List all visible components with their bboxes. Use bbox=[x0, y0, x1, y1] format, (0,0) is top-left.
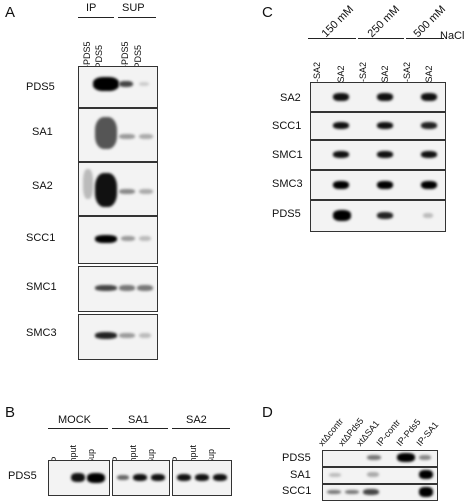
row-label-c-smc1: SMC1 bbox=[272, 149, 303, 161]
blot-c-pds5 bbox=[310, 200, 446, 232]
row-label-b-pds5: PDS5 bbox=[8, 470, 37, 482]
salt-line-150 bbox=[308, 38, 356, 39]
salt-line-500 bbox=[406, 38, 444, 39]
group-line-ip bbox=[78, 17, 114, 18]
blot-c-scc1 bbox=[310, 112, 446, 140]
row-label-c-pds5: PDS5 bbox=[272, 208, 301, 220]
blot-a-pds5 bbox=[78, 66, 158, 108]
row-label-c-scc1: SCC1 bbox=[272, 120, 302, 132]
row-label-pds5: PDS5 bbox=[26, 81, 55, 93]
blot-b-sa2 bbox=[172, 460, 232, 496]
blot-a-scc1 bbox=[78, 216, 158, 264]
group-label-mock: MOCK bbox=[58, 414, 91, 426]
row-label-sa2: SA2 bbox=[32, 180, 53, 192]
row-label-c-sa2: SA2 bbox=[280, 92, 301, 104]
blot-a-sa1 bbox=[78, 108, 158, 162]
group-label-ip: IP bbox=[86, 2, 97, 14]
panel-a-letter: A bbox=[5, 4, 16, 21]
blot-a-sa2 bbox=[78, 162, 158, 216]
row-label-scc1: SCC1 bbox=[26, 232, 56, 244]
panel-d-letter: D bbox=[262, 404, 273, 421]
panel-c-letter: C bbox=[262, 4, 273, 21]
row-label-d-scc1: SCC1 bbox=[282, 485, 312, 497]
salt-line-250 bbox=[358, 38, 404, 39]
blot-d-scc1 bbox=[322, 484, 438, 501]
group-label-sa1: SA1 bbox=[128, 414, 149, 426]
salt-unit: NaCl bbox=[440, 30, 465, 42]
group-label-sa2: SA2 bbox=[186, 414, 207, 426]
blot-d-sa1 bbox=[322, 467, 438, 484]
blot-b-sa1 bbox=[112, 460, 170, 496]
row-label-smc1: SMC1 bbox=[26, 281, 57, 293]
salt-label-150: 150 mM bbox=[319, 3, 357, 41]
panel-b-letter: B bbox=[5, 404, 16, 421]
salt-label-250: 250 mM bbox=[365, 3, 403, 41]
row-label-c-smc3: SMC3 bbox=[272, 178, 303, 190]
blot-a-smc3 bbox=[78, 314, 158, 360]
blot-a-smc1 bbox=[78, 266, 158, 312]
row-label-d-pds5: PDS5 bbox=[282, 452, 311, 464]
blot-b-mock bbox=[48, 460, 110, 496]
blot-c-smc3 bbox=[310, 170, 446, 200]
group-line-mock bbox=[48, 428, 108, 429]
row-label-sa1: SA1 bbox=[32, 126, 53, 138]
group-line-sa1 bbox=[112, 428, 168, 429]
row-label-d-sa1: SA1 bbox=[290, 469, 311, 481]
group-label-sup: SUP bbox=[122, 2, 145, 14]
blot-c-smc1 bbox=[310, 140, 446, 170]
blot-d-pds5 bbox=[322, 450, 438, 467]
row-label-smc3: SMC3 bbox=[26, 327, 57, 339]
blot-c-sa2 bbox=[310, 82, 446, 112]
group-line-sup bbox=[118, 17, 156, 18]
group-line-sa2 bbox=[172, 428, 230, 429]
